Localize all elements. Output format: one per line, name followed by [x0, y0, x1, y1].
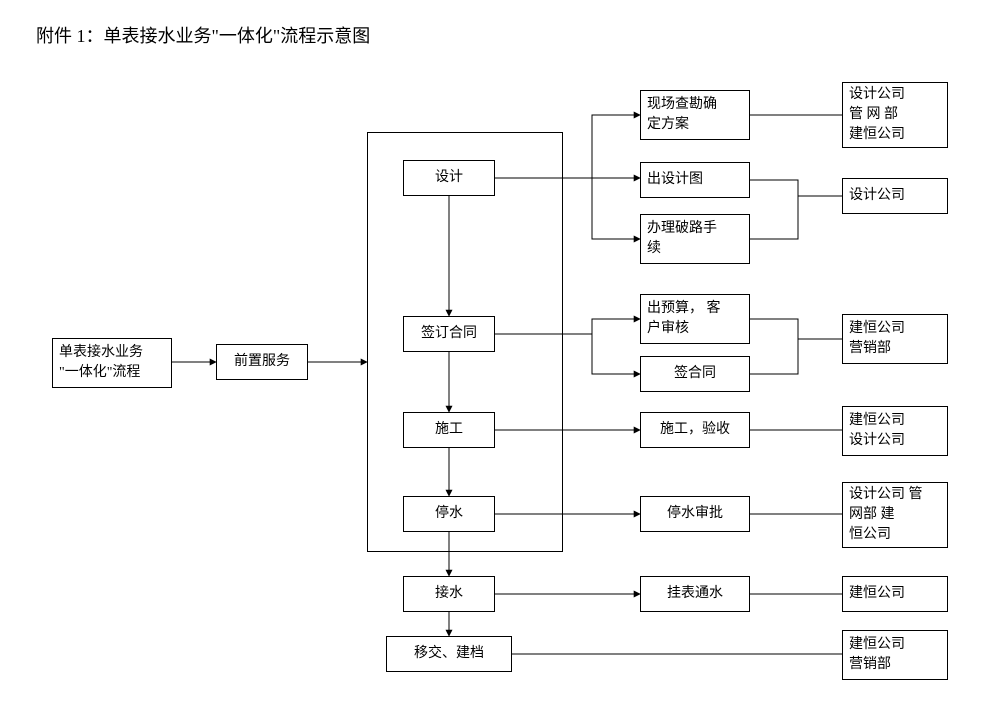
node-preservice: 前置服务 — [216, 344, 308, 380]
node-dept6: 建恒公司 — [842, 576, 948, 612]
node-constructaccept: 施工，验收 — [640, 412, 750, 448]
node-survey: 现场查勘确 定方案 — [640, 90, 750, 140]
node-dept5: 设计公司 管 网部 建 恒公司 — [842, 482, 948, 548]
page-title: 附件 1：单表接水业务"一体化"流程示意图 — [36, 22, 370, 48]
node-budget: 出预算， 客 户审核 — [640, 294, 750, 344]
node-connect: 接水 — [403, 576, 495, 612]
node-construct: 施工 — [403, 412, 495, 448]
node-dept7: 建恒公司 营销部 — [842, 630, 948, 680]
node-dept1: 设计公司 管 网 部 建恒公司 — [842, 82, 948, 148]
node-design: 设计 — [403, 160, 495, 196]
node-contract: 签订合同 — [403, 316, 495, 352]
node-stopapproval: 停水审批 — [640, 496, 750, 532]
node-drawing: 出设计图 — [640, 162, 750, 198]
node-start: 单表接水业务 "一体化"流程 — [52, 338, 172, 388]
node-signcontract: 签合同 — [640, 356, 750, 392]
node-meterwater: 挂表通水 — [640, 576, 750, 612]
node-roadproc: 办理破路手 续 — [640, 214, 750, 264]
node-stopwater: 停水 — [403, 496, 495, 532]
node-dept4: 建恒公司 设计公司 — [842, 406, 948, 456]
node-dept2: 设计公司 — [842, 178, 948, 214]
node-archive: 移交、建档 — [386, 636, 512, 672]
node-dept3: 建恒公司 营销部 — [842, 314, 948, 364]
